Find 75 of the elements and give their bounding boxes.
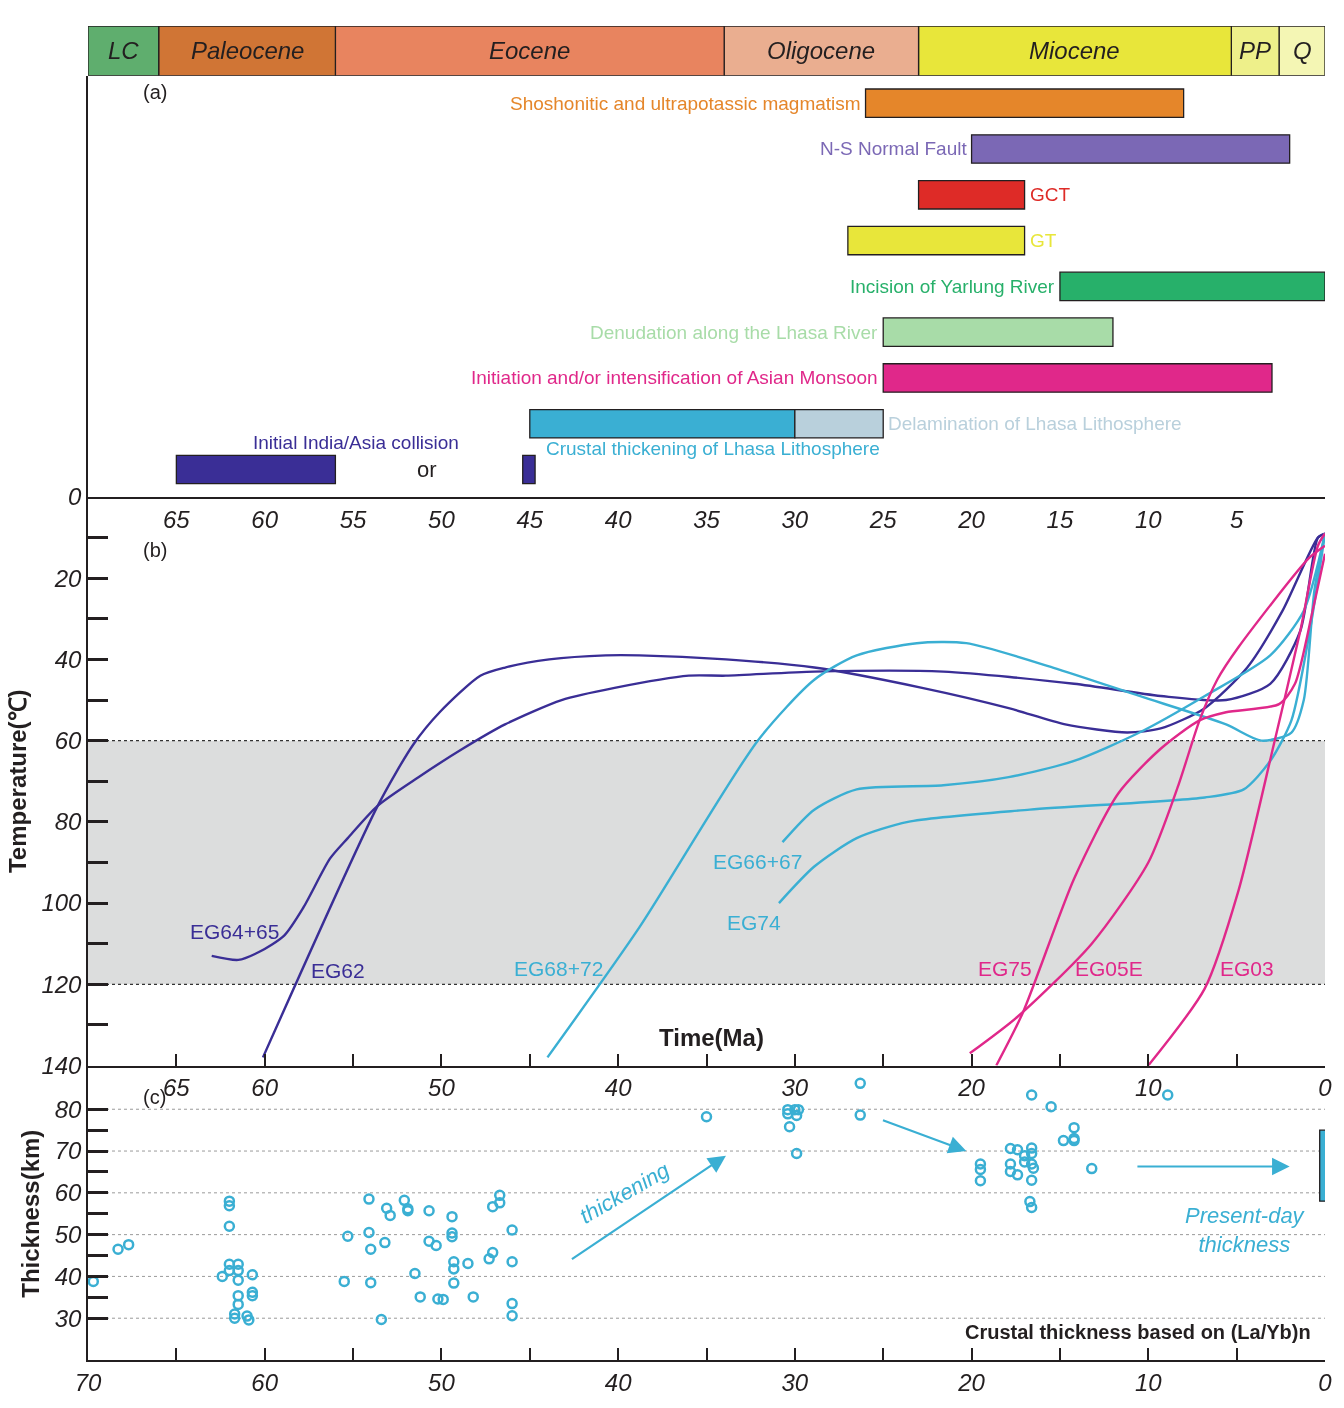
series-label: GT xyxy=(1030,230,1057,251)
y-tick-label: 60 xyxy=(54,1179,83,1207)
x-tick-label: 30 xyxy=(781,505,809,533)
series-label: EG75 xyxy=(978,957,1032,980)
y-tick-label: 40 xyxy=(54,1262,83,1290)
x-tick-label: 5 xyxy=(1229,505,1244,533)
x-tick-label: 65 xyxy=(163,505,191,533)
series-label: EG05E xyxy=(1075,957,1143,980)
x-tick-label: 0 xyxy=(1318,1368,1333,1396)
y-tick-label: 80 xyxy=(54,1095,83,1123)
x-tick-label: 10 xyxy=(1134,1074,1163,1102)
y-tick-label: 0 xyxy=(68,483,83,511)
series-label: Paleocene xyxy=(191,37,305,64)
annotation: Present-day thickness xyxy=(1185,1203,1306,1257)
y-tick-label: 120 xyxy=(41,970,83,998)
series-label: Shoshonitic and ultrapotassic magmatism xyxy=(510,93,861,114)
series-label: EG03 xyxy=(1220,957,1274,980)
x-tick-label: 25 xyxy=(868,505,898,533)
y-tick-label: 60 xyxy=(54,727,83,755)
series-label: N-S Normal Fault xyxy=(820,138,968,159)
x-tick-label: 50 xyxy=(428,1074,456,1102)
series-label: Oligocene xyxy=(767,37,876,64)
y-tick-label: 80 xyxy=(54,808,83,836)
x-tick-label: 0 xyxy=(1318,1074,1333,1102)
y-tick-label: 40 xyxy=(54,645,83,673)
series-label: PP xyxy=(1239,37,1272,64)
y-tick-label: 30 xyxy=(54,1304,83,1332)
annotation: (b) xyxy=(143,539,168,561)
y-axis-title: Thickness(km) xyxy=(17,1129,45,1298)
annotation: (a) xyxy=(143,81,168,103)
x-tick-label: 35 xyxy=(693,505,721,533)
series-label: Miocene xyxy=(1029,37,1120,64)
annotation: or xyxy=(417,457,437,482)
x-tick-label: 60 xyxy=(251,505,279,533)
x-tick-label: 50 xyxy=(428,1368,456,1396)
y-axis-title: Temperature(℃) xyxy=(4,689,31,874)
x-tick-label: 70 xyxy=(74,1368,102,1396)
x-tick-label: 55 xyxy=(339,505,368,533)
x-tick-label: 10 xyxy=(1134,505,1163,533)
x-tick-label: 15 xyxy=(1046,505,1074,533)
x-tick-label: 60 xyxy=(251,1074,279,1102)
x-tick-label: 40 xyxy=(604,505,633,533)
series-label: EG64+65 xyxy=(190,920,280,943)
series-label: Eocene xyxy=(489,37,571,64)
x-tick-label: 20 xyxy=(957,1074,986,1102)
y-tick-label: 50 xyxy=(54,1221,83,1249)
x-tick-label: 40 xyxy=(604,1368,633,1396)
y-tick-label: 20 xyxy=(53,564,83,592)
series-label: Q xyxy=(1293,37,1312,64)
series-label: Initial India/Asia collision xyxy=(253,432,459,453)
series-label: EG68+72 xyxy=(514,957,604,980)
x-tick-label: 60 xyxy=(251,1368,279,1396)
x-tick-label: 20 xyxy=(957,505,986,533)
series-label: Initiation and/or intensification of Asian Monsoon xyxy=(471,367,878,388)
x-tick-label: 45 xyxy=(516,505,544,533)
series-label: EG66+67 xyxy=(713,850,803,873)
series-label: Incision of Yarlung River xyxy=(850,276,1055,297)
x-tick-label: 30 xyxy=(781,1368,809,1396)
series-label: LC xyxy=(108,37,140,64)
y-tick-label: 140 xyxy=(41,1051,83,1079)
y-tick-label: 70 xyxy=(54,1137,83,1165)
x-tick-label: 10 xyxy=(1134,1368,1163,1396)
series-label: EG74 xyxy=(727,911,782,934)
series-label: Denudation along the Lhasa River xyxy=(590,322,878,343)
y-tick-label: 100 xyxy=(41,889,83,917)
x-axis-title: Time(Ma) xyxy=(659,1024,764,1051)
x-tick-label: 20 xyxy=(957,1368,986,1396)
series-label: Crustal thickening of Lhasa Lithosphere xyxy=(546,438,880,459)
series-label: Delamination of Lhasa Lithosphere xyxy=(888,413,1182,434)
series-label: GCT xyxy=(1030,184,1071,205)
series-label: EG62 xyxy=(311,959,365,982)
x-tick-label: 50 xyxy=(428,505,456,533)
x-tick-label: 30 xyxy=(781,1074,809,1102)
annotation: Crustal thickness based on (La/Yb)n xyxy=(965,1321,1311,1343)
x-tick-label: 40 xyxy=(604,1074,633,1102)
